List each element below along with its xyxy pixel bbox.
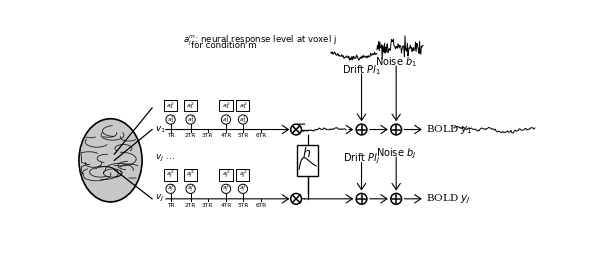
Circle shape xyxy=(221,184,231,194)
Text: $a_j^m$: neural response level at voxel j: $a_j^m$: neural response level at voxel … xyxy=(183,34,337,48)
Circle shape xyxy=(186,115,195,124)
Text: BOLD $y_J$: BOLD $y_J$ xyxy=(426,192,471,206)
Text: $a_1^1$: $a_1^1$ xyxy=(166,114,174,125)
FancyBboxPatch shape xyxy=(236,169,249,181)
Text: $a_J^1$: $a_J^1$ xyxy=(166,183,174,195)
Text: $a_1^2$: $a_1^2$ xyxy=(186,100,195,111)
Text: $a_J^2$: $a_J^2$ xyxy=(166,169,175,181)
Text: Noise $b_J$: Noise $b_J$ xyxy=(376,147,416,161)
Circle shape xyxy=(391,124,401,135)
Circle shape xyxy=(166,184,175,194)
Text: $v_1$: $v_1$ xyxy=(155,124,166,135)
Text: 6TR: 6TR xyxy=(256,203,267,208)
Text: $h$: $h$ xyxy=(302,146,311,160)
Text: TR: TR xyxy=(166,133,174,138)
Text: $a_1^1$: $a_1^1$ xyxy=(187,114,195,125)
Text: $a_J^2$: $a_J^2$ xyxy=(222,169,230,181)
Text: TR: TR xyxy=(166,203,174,208)
FancyBboxPatch shape xyxy=(236,100,249,111)
Text: 3TR: 3TR xyxy=(202,133,213,138)
FancyBboxPatch shape xyxy=(219,100,233,111)
Text: 2TR: 2TR xyxy=(185,133,197,138)
Text: $a_J^1$: $a_J^1$ xyxy=(187,183,195,195)
FancyBboxPatch shape xyxy=(184,169,197,181)
Text: 6TR: 6TR xyxy=(256,133,267,138)
Circle shape xyxy=(356,124,367,135)
Ellipse shape xyxy=(79,119,142,202)
Text: $a_J^2$: $a_J^2$ xyxy=(186,169,195,181)
Circle shape xyxy=(166,115,175,124)
Text: 5TR: 5TR xyxy=(237,133,249,138)
Text: $a_J^1$: $a_J^1$ xyxy=(222,183,230,195)
Text: 3TR: 3TR xyxy=(202,203,213,208)
Circle shape xyxy=(356,194,367,204)
Text: $a_1^2$: $a_1^2$ xyxy=(166,100,175,111)
Text: Drift $Pl_1$: Drift $Pl_1$ xyxy=(342,63,381,77)
Text: 4TR: 4TR xyxy=(221,133,232,138)
Text: $a_1^1$: $a_1^1$ xyxy=(222,114,230,125)
Text: $v_J$ ...: $v_J$ ... xyxy=(155,152,175,164)
Text: $a_1^2$: $a_1^2$ xyxy=(222,100,230,111)
Circle shape xyxy=(391,194,401,204)
Text: 4TR: 4TR xyxy=(221,203,232,208)
FancyBboxPatch shape xyxy=(164,169,177,181)
Text: $a_J^2$: $a_J^2$ xyxy=(239,169,247,181)
Circle shape xyxy=(239,184,248,194)
Circle shape xyxy=(239,115,248,124)
Text: $a_1^1$: $a_1^1$ xyxy=(239,114,247,125)
Circle shape xyxy=(291,124,302,135)
Text: $a_1^2$: $a_1^2$ xyxy=(239,100,247,111)
Text: for condition m: for condition m xyxy=(191,41,256,50)
FancyBboxPatch shape xyxy=(184,100,197,111)
Text: $v_J$: $v_J$ xyxy=(155,193,164,204)
FancyBboxPatch shape xyxy=(297,145,319,176)
Circle shape xyxy=(291,194,302,204)
Circle shape xyxy=(186,184,195,194)
Circle shape xyxy=(221,115,231,124)
FancyBboxPatch shape xyxy=(219,169,233,181)
Text: 5TR: 5TR xyxy=(237,203,249,208)
Text: BOLD $y_1$: BOLD $y_1$ xyxy=(426,123,473,136)
Text: Drift $Pl_J$: Drift $Pl_J$ xyxy=(343,152,380,166)
Text: Noise $b_1$: Noise $b_1$ xyxy=(375,56,417,69)
FancyBboxPatch shape xyxy=(164,100,177,111)
Text: 2TR: 2TR xyxy=(185,203,197,208)
Text: $a_J^1$: $a_J^1$ xyxy=(239,183,247,195)
